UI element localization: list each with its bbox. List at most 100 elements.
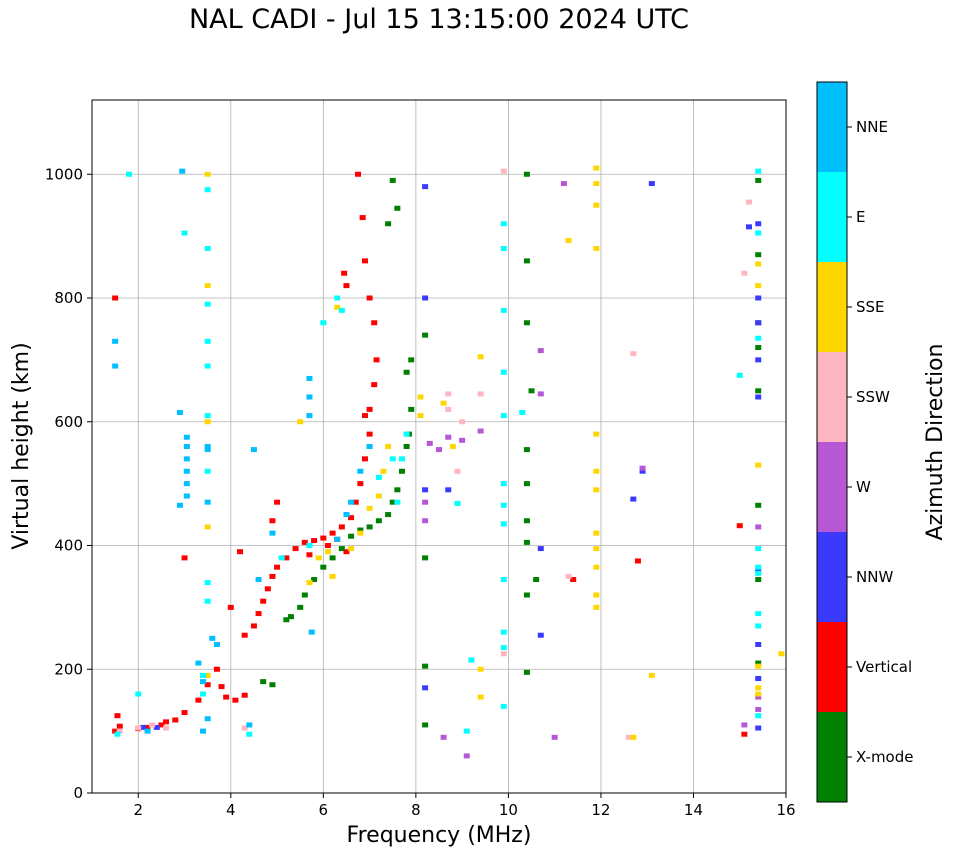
data-point-x-mode bbox=[408, 357, 415, 363]
data-point-nne bbox=[334, 536, 341, 542]
data-point-vertical bbox=[301, 539, 308, 545]
data-point-e bbox=[500, 481, 507, 487]
data-point-sse bbox=[204, 419, 211, 425]
data-point-e bbox=[500, 502, 507, 508]
data-point-x-mode bbox=[403, 444, 410, 449]
data-point-ssw bbox=[565, 573, 572, 579]
data-point-x-mode bbox=[385, 512, 392, 518]
data-point-vertical bbox=[741, 731, 748, 737]
y-tick-label: 200 bbox=[54, 660, 83, 678]
data-point-nne bbox=[246, 722, 253, 728]
data-point-nnw bbox=[537, 546, 544, 552]
data-point-vertical bbox=[172, 717, 179, 723]
colorbar-frame bbox=[816, 81, 848, 803]
data-point-x-mode bbox=[385, 221, 392, 227]
data-point-sse bbox=[375, 493, 382, 499]
x-tick-label: 4 bbox=[226, 801, 236, 819]
data-point-sse bbox=[297, 419, 304, 425]
data-point-sse bbox=[593, 468, 600, 474]
data-point-nne bbox=[308, 629, 315, 635]
data-point-vertical bbox=[116, 723, 123, 729]
data-point-vertical bbox=[361, 456, 368, 462]
colorbar-tick-label: NNW bbox=[856, 568, 893, 586]
data-point-ssw bbox=[477, 391, 484, 397]
data-point-e bbox=[500, 629, 507, 635]
data-point-e bbox=[500, 521, 507, 527]
data-point-nnw bbox=[422, 184, 429, 190]
data-point-vertical bbox=[371, 320, 378, 326]
data-point-ssw bbox=[149, 722, 156, 728]
data-point-ssw bbox=[241, 725, 248, 731]
data-point-x-mode bbox=[523, 481, 530, 487]
data-point-e bbox=[204, 246, 211, 251]
data-point-nne bbox=[200, 679, 207, 685]
data-point-vertical bbox=[324, 543, 331, 548]
data-point-x-mode bbox=[422, 663, 429, 669]
data-point-sse bbox=[315, 555, 322, 561]
data-point-e bbox=[468, 657, 475, 663]
data-point-vertical bbox=[366, 431, 373, 437]
data-point-vertical bbox=[352, 499, 359, 505]
data-point-nne bbox=[255, 577, 262, 583]
data-point-sse bbox=[477, 694, 484, 700]
data-point-x-mode bbox=[523, 258, 530, 264]
data-point-sse bbox=[755, 663, 762, 669]
data-point-nne bbox=[183, 468, 190, 474]
data-point-w bbox=[422, 499, 429, 505]
data-point-vertical bbox=[269, 573, 276, 579]
data-point-w bbox=[426, 440, 433, 446]
data-point-nne bbox=[306, 394, 313, 400]
data-point-e bbox=[126, 171, 133, 177]
data-point-e bbox=[204, 301, 211, 307]
data-point-vertical bbox=[373, 357, 380, 363]
data-point-x-mode bbox=[348, 533, 355, 539]
data-point-nne bbox=[195, 660, 202, 666]
data-point-sse bbox=[593, 604, 600, 610]
data-point-vertical bbox=[338, 524, 345, 530]
data-point-sse bbox=[380, 468, 387, 474]
data-point-x-mode bbox=[755, 660, 762, 666]
data-point-sse bbox=[755, 261, 762, 267]
data-point-e bbox=[500, 369, 507, 375]
data-point-nnw bbox=[755, 676, 762, 682]
data-point-nnw bbox=[648, 181, 655, 187]
data-point-sse bbox=[755, 685, 762, 691]
y-tick-label: 1000 bbox=[45, 165, 83, 183]
data-point-vertical bbox=[366, 295, 373, 301]
data-point-sse bbox=[385, 444, 392, 449]
data-point-w bbox=[436, 447, 442, 453]
data-point-e bbox=[398, 456, 405, 462]
data-point-w bbox=[755, 694, 762, 700]
data-point-vertical bbox=[361, 258, 368, 264]
data-point-sse bbox=[204, 672, 211, 678]
data-point-sse bbox=[417, 413, 424, 419]
data-point-nne bbox=[144, 728, 151, 734]
data-point-x-mode bbox=[755, 577, 762, 583]
data-point-nne bbox=[179, 168, 186, 174]
data-point-vertical bbox=[260, 598, 267, 604]
data-point-nne bbox=[204, 499, 211, 505]
data-point-nne bbox=[213, 642, 220, 647]
data-point-e bbox=[204, 187, 211, 193]
data-point-e bbox=[736, 372, 743, 378]
data-point-x-mode bbox=[269, 682, 276, 688]
data-point-nne bbox=[269, 530, 276, 536]
data-point-sse bbox=[477, 354, 484, 360]
data-point-e bbox=[403, 431, 410, 437]
data-point-nne bbox=[209, 635, 216, 641]
data-point-sse bbox=[440, 400, 447, 406]
data-point-w bbox=[440, 734, 447, 740]
data-point-vertical bbox=[264, 586, 271, 592]
data-point-x-mode bbox=[523, 669, 530, 675]
data-point-w bbox=[422, 518, 429, 524]
data-point-nne bbox=[357, 468, 364, 474]
x-tick-label: 10 bbox=[499, 801, 518, 819]
data-point-sse bbox=[204, 524, 211, 530]
data-point-sse bbox=[593, 487, 600, 493]
data-point-sse bbox=[449, 444, 456, 449]
data-point-sse bbox=[630, 734, 637, 740]
data-point-x-mode bbox=[422, 332, 429, 338]
data-point-nnw bbox=[445, 487, 452, 493]
data-point-nnw bbox=[639, 468, 646, 474]
data-point-sse bbox=[593, 546, 600, 552]
